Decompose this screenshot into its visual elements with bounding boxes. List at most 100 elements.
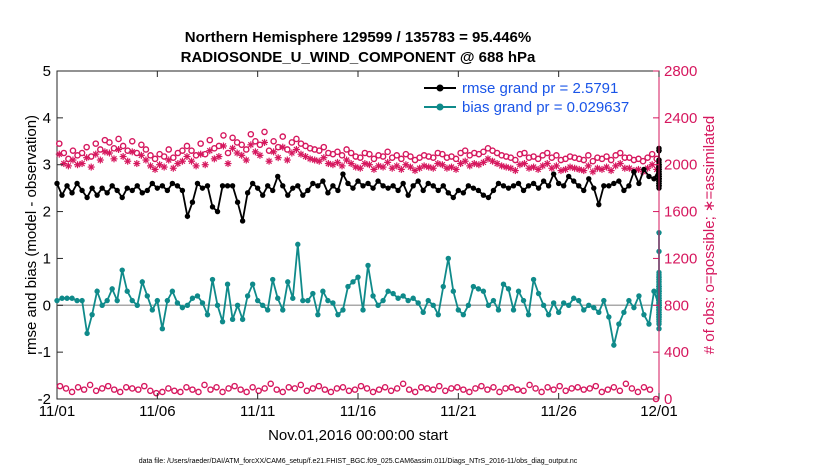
obs-possible-point	[393, 152, 401, 159]
obs-possible-point	[225, 385, 232, 392]
obs-possible-point	[116, 388, 124, 396]
bias-point	[581, 307, 587, 313]
bias-point	[596, 309, 602, 316]
obs-assimilated-point	[270, 148, 278, 156]
rmse-point	[525, 183, 532, 189]
obs-possible-point	[285, 383, 293, 391]
rmse-point	[545, 183, 552, 189]
obs-possible-point	[480, 148, 487, 156]
obs-assimilated-stroke	[288, 150, 295, 156]
bias-point	[440, 283, 446, 290]
x-tick-label: 11/26	[540, 403, 576, 420]
bias-point	[194, 293, 201, 299]
rmse-point	[280, 183, 286, 189]
obs-assimilated-stroke	[448, 164, 455, 170]
rmse-point	[480, 192, 487, 198]
bias-point	[621, 309, 627, 316]
obs-possible-point	[562, 387, 569, 395]
obs-assimilated-stroke	[594, 165, 601, 172]
obs-assimilated-stroke	[498, 162, 505, 169]
obs-possible-point	[255, 387, 262, 395]
obs-assimilated-stroke	[439, 161, 446, 168]
x-tick-label: 11/11	[240, 403, 275, 420]
obs-possible-point	[393, 385, 401, 392]
obs-assimilated-stroke	[106, 150, 113, 156]
obs-possible-point	[92, 140, 100, 147]
bias-point	[571, 295, 577, 301]
bias-point	[134, 302, 140, 308]
obs-assimilated-stroke	[339, 162, 345, 169]
obs-assimilated-point	[261, 138, 269, 146]
rmse-point	[199, 185, 206, 191]
rmse-point	[370, 185, 376, 191]
obs-assimilated-stroke	[612, 162, 619, 169]
bias-point	[480, 288, 487, 294]
obs-assimilated-stroke	[120, 153, 127, 160]
obs-possible-point	[338, 152, 346, 159]
obs-assimilated-stroke	[603, 164, 610, 170]
obs-assimilated-point	[274, 154, 282, 162]
y-tick-label: 5	[43, 63, 51, 80]
obs-assimilated-stroke	[567, 164, 573, 170]
y-tick-label-right: 1200	[664, 250, 697, 267]
bias-point	[265, 307, 271, 313]
rmse-point	[340, 171, 346, 177]
bias-point	[430, 302, 436, 308]
obs-possible-point	[345, 387, 353, 395]
obs-possible-point	[452, 155, 460, 163]
obs-possible-point	[574, 383, 582, 391]
obs-assimilated-stroke	[539, 162, 546, 169]
rmse-point	[606, 183, 612, 189]
bias-point	[295, 241, 301, 248]
obs-assimilated-point	[580, 167, 588, 175]
rmse-point	[490, 187, 497, 194]
obs-possible-point	[122, 383, 130, 391]
y-axis-label-right: # of obs: o=possible; ∗=assimilated	[701, 116, 718, 355]
rmse-point	[385, 185, 391, 191]
bias-point	[360, 307, 366, 313]
obs-assimilated-stroke	[129, 148, 136, 155]
rmse-point	[455, 187, 462, 194]
bias-point	[375, 302, 381, 308]
obs-possible-point	[220, 132, 227, 139]
obs-assimilated-stroke	[257, 152, 263, 159]
rmse-point	[154, 185, 161, 191]
obs-assimilated-stroke	[366, 161, 373, 168]
obs-assimilated-stroke	[220, 143, 227, 149]
rmse-point	[395, 187, 401, 194]
obs-possible-point	[616, 387, 624, 395]
obs-possible-point	[68, 388, 76, 396]
obs-possible-point	[231, 382, 238, 390]
obs-assimilated-stroke	[243, 157, 250, 163]
rmse-point	[586, 176, 592, 182]
obs-assimilated-stroke	[179, 158, 186, 165]
y-tick-label-right: 2800	[664, 63, 697, 80]
obs-assimilated-point	[452, 165, 460, 173]
obs-possible-point	[356, 154, 364, 161]
obs-assimilated-point	[74, 161, 82, 169]
bias-point	[154, 297, 161, 304]
bias-point	[275, 295, 281, 301]
obs-assimilated-stroke	[238, 152, 245, 159]
obs-assimilated-stroke	[530, 164, 537, 170]
y-tick-label-right: 400	[664, 344, 689, 361]
obs-assimilated-point	[115, 145, 123, 153]
rmse-point	[430, 183, 436, 189]
bias-point	[119, 267, 125, 273]
bias-point	[335, 311, 341, 318]
obs-possible-point	[370, 155, 378, 163]
rmse-point	[265, 183, 271, 189]
obs-assimilated-point	[96, 156, 104, 164]
obs-possible-point	[592, 382, 600, 390]
obs-possible-point	[288, 139, 296, 146]
y-axis-label-left: rmse and bias (model - observation)	[23, 115, 40, 355]
obs-possible-point	[610, 383, 618, 391]
bias-point	[510, 307, 517, 313]
bias-point	[59, 295, 65, 301]
obs-assimilated-stroke	[156, 161, 163, 168]
obs-assimilated-point	[146, 162, 154, 170]
y-tick-label-right: 0	[664, 391, 672, 408]
bias-point	[169, 288, 176, 294]
bias-point	[395, 295, 401, 301]
obs-possible-point	[586, 385, 594, 392]
